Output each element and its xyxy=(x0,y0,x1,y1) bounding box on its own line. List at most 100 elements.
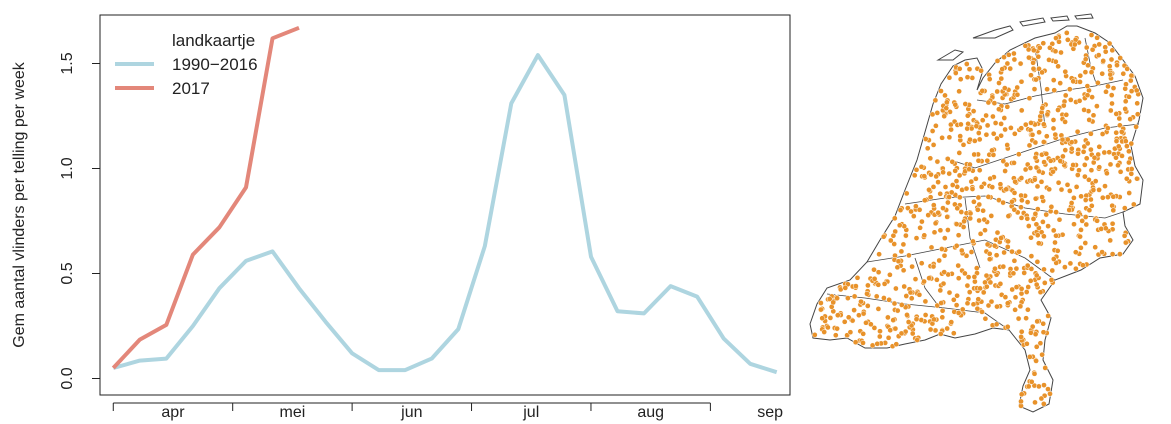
map-dot xyxy=(885,314,891,321)
map-dot xyxy=(935,179,941,185)
map-dot xyxy=(1130,201,1137,208)
map-dot xyxy=(1122,239,1129,246)
map-dot xyxy=(1119,153,1125,159)
legend-label-2017: 2017 xyxy=(172,79,210,98)
map-dot xyxy=(973,265,980,271)
map-dot xyxy=(821,329,828,335)
map-dot xyxy=(952,70,959,76)
map-dot xyxy=(921,232,928,239)
map-dot xyxy=(818,306,824,313)
map-dot xyxy=(1041,159,1047,165)
map-dot xyxy=(1028,266,1035,272)
map-dot xyxy=(1012,306,1018,313)
map-dot xyxy=(939,134,945,141)
map-dot xyxy=(1068,145,1075,152)
map-dot xyxy=(1031,370,1038,377)
map-dot xyxy=(996,197,1002,203)
map-dot xyxy=(891,241,898,247)
map-dot xyxy=(963,61,970,67)
map-dot xyxy=(1018,215,1025,221)
map-dot xyxy=(1088,130,1094,137)
map-dot xyxy=(997,280,1004,287)
map-dot xyxy=(887,237,894,244)
map-dot xyxy=(939,307,946,314)
map-dot xyxy=(903,190,910,197)
map-dot xyxy=(957,133,964,139)
map-dot xyxy=(1122,106,1129,112)
map-dot xyxy=(1019,197,1025,204)
map-dot xyxy=(1008,125,1014,131)
map-dot xyxy=(1088,32,1095,38)
map-dot xyxy=(1039,69,1045,76)
map-dot xyxy=(1113,129,1120,136)
map-dot xyxy=(994,58,1001,64)
map-dot xyxy=(1031,176,1038,183)
map-dot xyxy=(944,156,951,162)
map-dot xyxy=(940,205,946,211)
map-dot xyxy=(1038,395,1045,402)
map-dot xyxy=(949,158,956,165)
map-dot xyxy=(918,163,925,170)
map-dot xyxy=(1099,194,1106,201)
map-dot xyxy=(934,110,941,116)
map-dot xyxy=(998,121,1004,127)
map-dot xyxy=(1062,264,1068,270)
map-dot xyxy=(1004,103,1011,110)
map-dot xyxy=(987,279,994,286)
map-dot xyxy=(856,312,862,319)
map-dot xyxy=(958,247,965,254)
map-dot xyxy=(903,232,909,239)
map-dot xyxy=(937,331,944,337)
map-dot xyxy=(1106,40,1113,47)
map-dot xyxy=(990,113,996,120)
map-dot xyxy=(1104,125,1111,131)
map-dot xyxy=(921,173,928,180)
x-tick-label-jul: jul xyxy=(522,404,539,421)
map-dot xyxy=(960,141,967,148)
map-dot xyxy=(1123,81,1129,88)
map-dot xyxy=(1070,162,1076,168)
map-dot xyxy=(938,246,945,252)
map-dot xyxy=(998,235,1004,241)
map-dot xyxy=(1033,281,1040,288)
x-tick-label-jun: jun xyxy=(400,404,422,421)
map-dot xyxy=(898,248,905,255)
map-dot xyxy=(966,166,972,173)
map-dot xyxy=(1066,207,1073,213)
map-dot xyxy=(1109,47,1116,54)
map-dot xyxy=(993,321,1000,328)
map-dot xyxy=(1033,272,1040,279)
map-dot xyxy=(1018,125,1025,132)
map-dot xyxy=(1113,111,1120,117)
map-dot xyxy=(1026,142,1033,149)
map-dot xyxy=(976,217,982,224)
map-dot xyxy=(930,263,937,270)
map-dot xyxy=(1101,149,1108,156)
map-dot xyxy=(936,257,943,264)
map-dot xyxy=(898,330,905,337)
map-dot xyxy=(1025,223,1032,229)
map-dot xyxy=(1033,358,1039,364)
map-dot xyxy=(1077,72,1084,79)
map-dot xyxy=(934,276,940,283)
map-dot xyxy=(1018,107,1025,114)
map-dot xyxy=(1044,86,1050,93)
map-dot xyxy=(1117,251,1123,257)
map-dot xyxy=(1018,328,1025,335)
map-dot xyxy=(939,314,946,321)
map-dot xyxy=(997,181,1004,188)
map-dot xyxy=(894,307,901,314)
map-dot xyxy=(979,87,986,94)
map-dot xyxy=(963,185,970,192)
map-dot xyxy=(1047,157,1054,164)
map-dot xyxy=(1109,220,1116,227)
map-dot xyxy=(955,310,962,316)
map-dot xyxy=(1037,289,1044,296)
map-dot xyxy=(975,130,982,136)
map-dot xyxy=(953,242,960,249)
map-dot xyxy=(1025,306,1031,313)
map-dot xyxy=(922,298,929,305)
map-dot xyxy=(1056,38,1062,45)
map-dot xyxy=(921,278,927,285)
map-dot xyxy=(1128,72,1135,79)
